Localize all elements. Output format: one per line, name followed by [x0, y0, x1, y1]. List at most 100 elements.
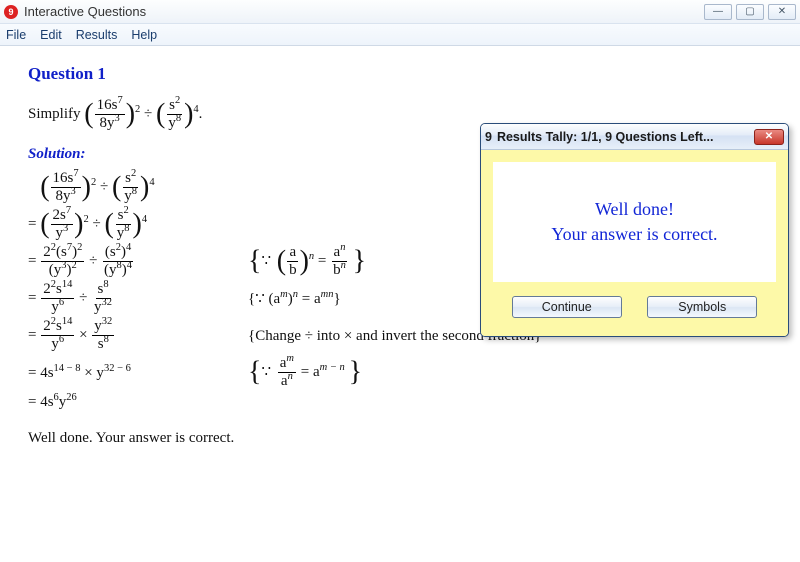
math-exp: 7	[73, 168, 78, 179]
dialog-close-button[interactable]: ✕	[754, 129, 784, 145]
times-sign: ×	[79, 327, 87, 343]
math-text: 2	[43, 244, 51, 260]
math-text: = 4s	[28, 365, 54, 381]
because: ∵	[261, 253, 276, 269]
results-dialog: 9 Results Tally: 1/1, 9 Questions Left..…	[480, 123, 789, 337]
explain-2: {∵ (am)n = amn}	[248, 290, 341, 308]
divide-sign: ÷	[79, 290, 87, 306]
math-text: a	[287, 245, 298, 262]
menu-help[interactable]: Help	[131, 28, 157, 42]
math-text: 8y	[55, 188, 70, 204]
math-text: a	[281, 373, 288, 389]
math-exp: 32	[102, 316, 113, 327]
math-exp: n	[341, 260, 346, 271]
divide-sign: ÷	[92, 216, 100, 232]
dialog-line-1: Well done!	[595, 197, 674, 222]
math-text: 2	[43, 281, 51, 297]
explain-1: {∵ (ab)n = anbn }	[248, 245, 366, 278]
because: ∵	[261, 364, 276, 380]
math-exp: 7	[67, 242, 72, 253]
math-exp: 2	[135, 104, 140, 115]
dialog-line-2: Your answer is correct.	[551, 222, 717, 247]
math-exp: 32	[102, 297, 113, 308]
math-exp: 14 − 8	[54, 363, 81, 374]
math-exp: 8	[124, 223, 129, 234]
math-exp: 8	[132, 186, 137, 197]
minimize-button[interactable]: —	[704, 4, 732, 20]
math-exp: 14	[62, 316, 73, 327]
math-text: y	[94, 299, 102, 315]
math-text: (s	[105, 244, 116, 260]
math-exp: n	[309, 251, 314, 262]
math-exp: 4	[142, 214, 147, 225]
dialog-body: Well done! Your answer is correct. Conti…	[481, 150, 788, 336]
math-exp: 2	[175, 95, 180, 106]
math-text: 8y	[100, 115, 115, 131]
math-exp: 8	[103, 279, 108, 290]
math-exp: 7	[66, 205, 71, 216]
math-exp: 2	[131, 168, 136, 179]
prompt-dot: .	[199, 106, 203, 122]
math-text: (y	[49, 262, 62, 278]
close-button[interactable]: ✕	[768, 4, 796, 20]
math-text: 16s	[53, 170, 74, 186]
divide-sign: ÷	[144, 106, 152, 122]
menu-file[interactable]: File	[6, 28, 26, 42]
math-exp: m − n	[320, 362, 345, 373]
symbols-button[interactable]: Symbols	[647, 296, 757, 318]
math-text: × y	[80, 365, 103, 381]
math-exp: mn	[321, 289, 334, 300]
divide-sign: ÷	[89, 253, 97, 269]
math-exp: 3	[70, 186, 75, 197]
continue-button[interactable]: Continue	[512, 296, 622, 318]
math-text: y	[55, 225, 63, 241]
math-exp: 4	[149, 177, 154, 188]
math-exp: 2	[116, 242, 121, 253]
math-exp: 2	[91, 177, 96, 188]
step-6: = 4s14 − 8 × y32 − 6 {∵ aman = am − n }	[28, 356, 772, 389]
math-text: 2	[43, 318, 51, 334]
math-exp: 8	[117, 260, 122, 271]
math-text: y	[51, 299, 59, 315]
math-text: = a	[297, 364, 320, 380]
window-title: Interactive Questions	[24, 4, 146, 19]
math-exp: m	[280, 289, 288, 300]
math-text: (y	[104, 262, 117, 278]
math-exp: 4	[126, 242, 131, 253]
math-exp: 3	[115, 113, 120, 124]
math-exp: 26	[66, 392, 77, 403]
math-text: {∵ (a	[248, 291, 280, 307]
math-text: 16s	[97, 97, 118, 113]
maximize-button[interactable]: ▢	[736, 4, 764, 20]
app-icon: 9	[4, 5, 18, 19]
divide-sign: ÷	[100, 179, 108, 195]
math-exp: 3	[63, 223, 68, 234]
math-text: y	[94, 318, 102, 334]
math-exp: 2	[123, 205, 128, 216]
math-text: y	[51, 336, 59, 352]
math-text: y	[168, 115, 176, 131]
menu-edit[interactable]: Edit	[40, 28, 62, 42]
step-7: = 4s6y26	[28, 393, 772, 411]
math-exp: n	[288, 371, 293, 382]
math-exp: 6	[59, 334, 64, 345]
menubar: File Edit Results Help	[0, 24, 800, 46]
dialog-message-panel: Well done! Your answer is correct.	[493, 162, 776, 282]
math-exp: 4	[127, 260, 132, 271]
math-exp: 6	[59, 297, 64, 308]
dialog-titlebar: 9 Results Tally: 1/1, 9 Questions Left..…	[481, 124, 788, 150]
math-text: y	[124, 188, 132, 204]
math-exp: 8	[176, 113, 181, 124]
menu-results[interactable]: Results	[76, 28, 118, 42]
math-exp: 8	[104, 334, 109, 345]
math-exp: m	[286, 353, 294, 364]
math-exp: 2	[72, 260, 77, 271]
final-message: Well done. Your answer is correct.	[28, 429, 772, 447]
math-text: 2s	[53, 207, 66, 223]
math-text: (s	[56, 244, 67, 260]
math-text: = 4s	[28, 394, 54, 410]
dialog-icon: 9	[485, 130, 492, 144]
explain-4: {∵ aman = am − n }	[248, 356, 362, 389]
math-text: = a	[298, 291, 321, 307]
math-exp: n	[340, 242, 345, 253]
